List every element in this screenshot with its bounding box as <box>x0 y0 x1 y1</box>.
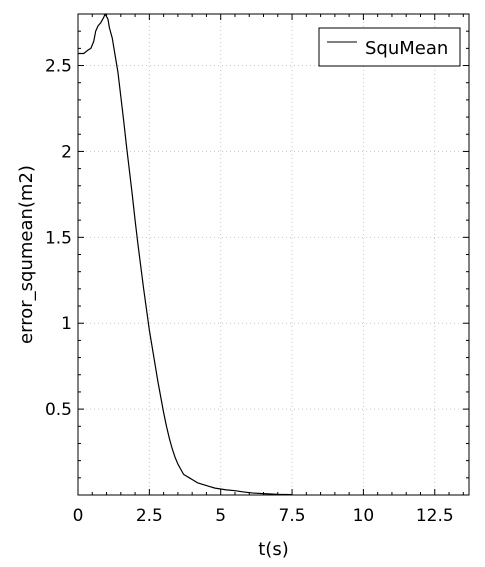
legend-box <box>318 27 461 67</box>
series-layer <box>78 13 293 496</box>
y-tick-label: 1.5 <box>45 228 72 248</box>
y-tick-label: 0.5 <box>45 400 72 420</box>
tick-labels: 0 2.5 5 7.5 10 12.5 0.5 1 1.5 2 2.5 <box>45 57 454 526</box>
legend: SquMean <box>318 27 461 67</box>
y-tick-label: 2.5 <box>45 57 72 77</box>
legend-entry-label: SquMean <box>365 38 448 59</box>
x-tick-label: 2.5 <box>136 506 163 526</box>
y-tick-label: 1 <box>61 314 72 334</box>
x-axis-title: t(s) <box>258 539 288 560</box>
x-tick-label: 7.5 <box>279 506 306 526</box>
x-tick-label: 0 <box>73 506 84 526</box>
series-line-squmean <box>78 13 293 496</box>
grid <box>78 14 469 495</box>
x-tick-label: 12.5 <box>416 506 454 526</box>
y-tick-label: 2 <box>61 142 72 162</box>
plot-frame <box>77 13 470 496</box>
ticks <box>77 14 469 495</box>
x-tick-label: 10 <box>353 506 375 526</box>
x-tick-label: 5 <box>215 506 226 526</box>
y-axis-title: error_squmean(m2) <box>16 165 37 344</box>
